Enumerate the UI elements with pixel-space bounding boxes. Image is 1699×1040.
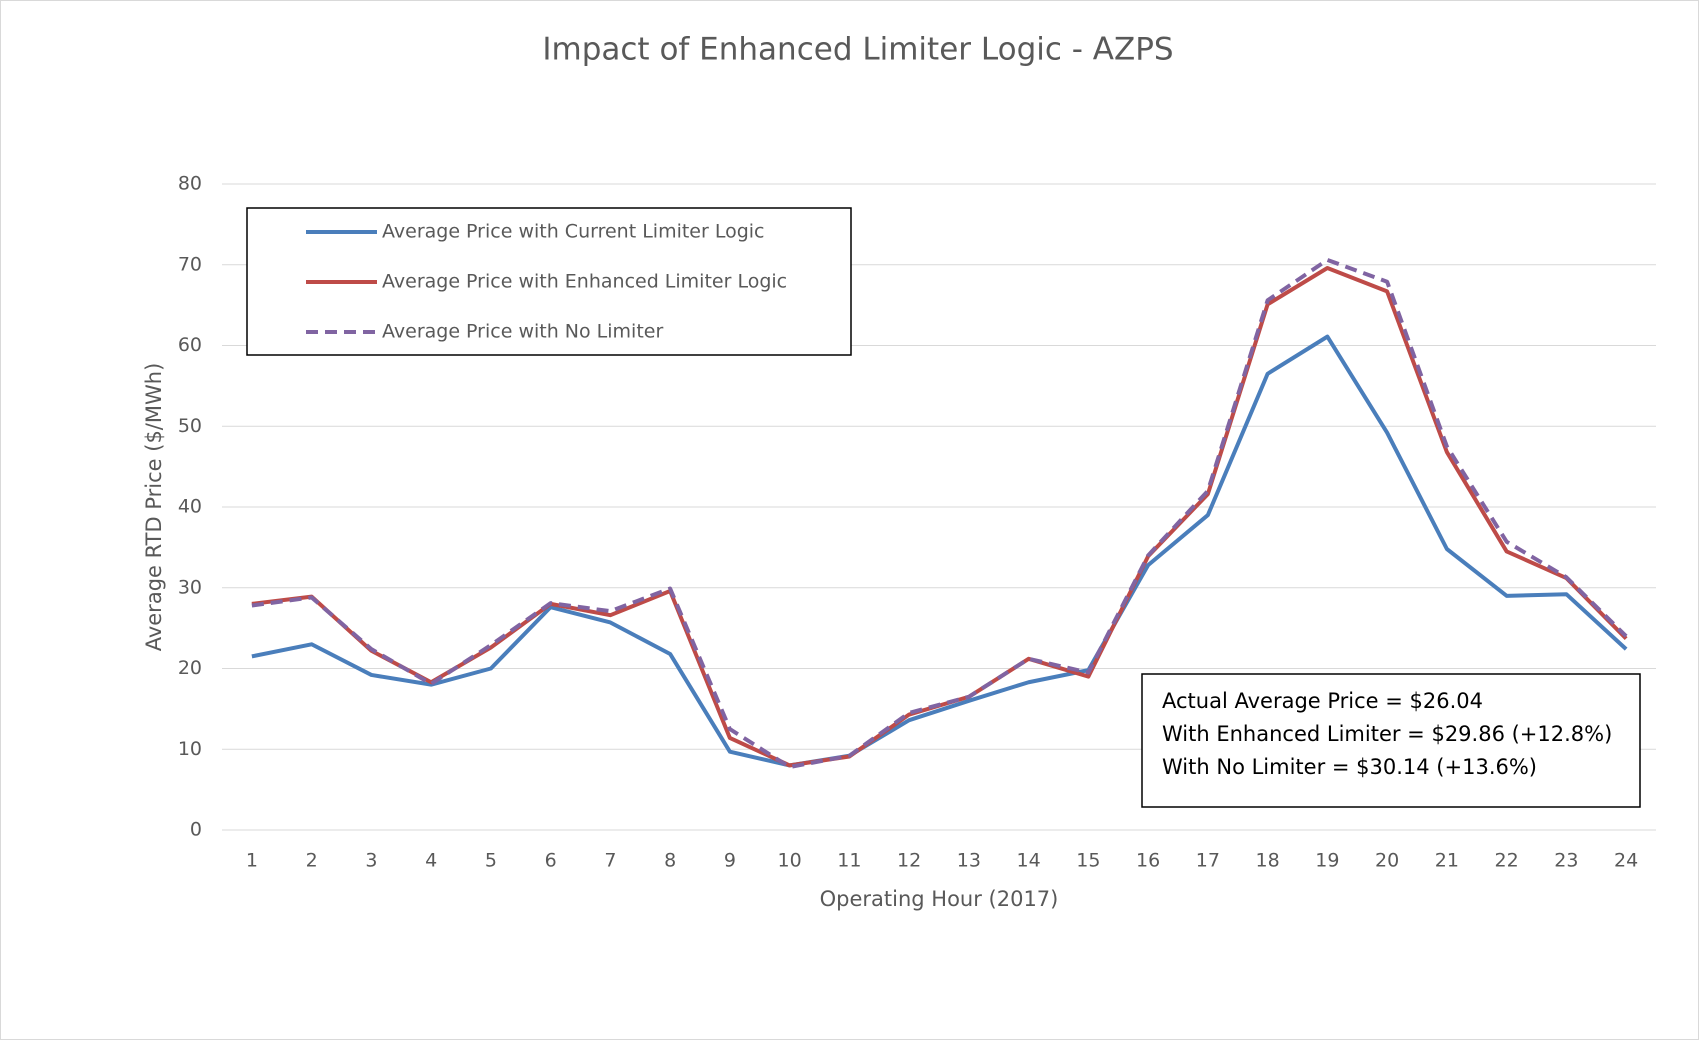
x-tick-label: 8: [664, 850, 676, 872]
x-tick-label: 22: [1495, 850, 1519, 872]
x-tick-label: 13: [957, 850, 981, 872]
x-tick-label: 9: [724, 850, 736, 872]
annotation: With No Limiter = $30.14 (+13.6%): [1162, 755, 1537, 779]
y-axis-label: Average RTD Price ($/MWh): [142, 363, 166, 652]
x-tick-label: 5: [485, 850, 497, 872]
y-tick-label: 40: [178, 496, 202, 518]
x-tick-label: 2: [306, 850, 318, 872]
x-tick-label: 6: [545, 850, 557, 872]
x-tick-label: 17: [1196, 850, 1220, 872]
x-tick-label: 4: [425, 850, 437, 872]
annotation: Actual Average Price = $26.04: [1162, 689, 1483, 713]
y-tick-label: 60: [178, 334, 202, 356]
x-tick-label: 24: [1614, 850, 1638, 872]
y-tick-label: 70: [178, 253, 202, 275]
x-tick-label: 12: [897, 850, 921, 872]
annotation: With Enhanced Limiter = $29.86 (+12.8%): [1162, 722, 1612, 746]
x-tick-label: 23: [1554, 850, 1578, 872]
x-tick-label: 15: [1076, 850, 1100, 872]
x-tick-label: 1: [246, 850, 258, 872]
x-tick-label: 20: [1375, 850, 1399, 872]
y-tick-label: 10: [178, 738, 202, 760]
x-tick-label: 19: [1315, 850, 1339, 872]
legend-label: Average Price with Current Limiter Logic: [382, 221, 765, 243]
x-tick-label: 18: [1256, 850, 1280, 872]
annotation-box: [1141, 673, 1641, 808]
y-tick-label: 80: [178, 173, 202, 195]
y-tick-label: 50: [178, 415, 202, 437]
legend-label: Average Price with Enhanced Limiter Logi…: [382, 271, 787, 293]
x-tick-label: 14: [1017, 850, 1041, 872]
series-line: [251, 334, 1628, 768]
x-tick-label: 7: [604, 850, 616, 872]
x-tick-label: 3: [365, 850, 377, 872]
x-tick-label: 21: [1435, 850, 1459, 872]
x-axis-label: Operating Hour (2017): [820, 887, 1059, 911]
x-tick-label: 16: [1136, 850, 1160, 872]
x-tick-label: 11: [837, 850, 861, 872]
y-tick-label: 0: [190, 819, 202, 841]
y-tick-label: 30: [178, 576, 202, 598]
y-tick-label: 20: [178, 657, 202, 679]
legend-label: Average Price with No Limiter: [382, 321, 663, 343]
series-line: [251, 257, 1628, 770]
chart-title: Impact of Enhanced Limiter Logic - AZPS: [542, 32, 1173, 68]
x-tick-label: 10: [778, 850, 802, 872]
